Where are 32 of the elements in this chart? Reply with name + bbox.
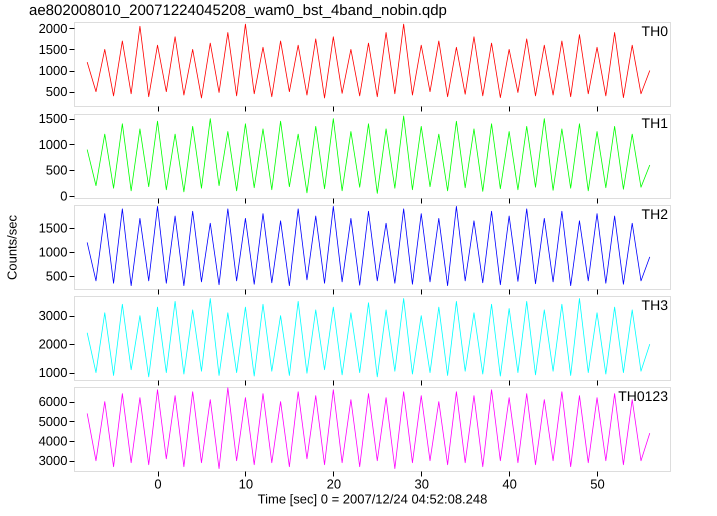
- series-label: TH1: [642, 115, 668, 131]
- x-tick-label: 20: [326, 476, 342, 492]
- y-tick-label: 500: [46, 84, 68, 100]
- y-tick-label: 1000: [38, 244, 68, 260]
- y-tick-label: 1500: [38, 42, 68, 57]
- x-tick-label: 0: [154, 476, 162, 492]
- series-label: TH3: [642, 297, 668, 313]
- y-tick-label: 0: [60, 188, 68, 204]
- x-tick-label: 50: [590, 476, 605, 492]
- y-tick-label: 2000: [38, 336, 68, 352]
- series-label: TH0123: [618, 388, 668, 404]
- y-tick-label: 5000: [38, 414, 68, 429]
- y-axis-title: Counts/sec: [4, 214, 20, 280]
- x-tick-label: 30: [414, 476, 429, 492]
- y-tick-label: 1500: [38, 111, 68, 126]
- chart-title: ae802008010_20071224045208_wam0_bst_4band_nobin.qdp: [29, 2, 447, 19]
- series-label: TH0: [642, 23, 668, 39]
- y-tick-label: 2000: [38, 20, 68, 36]
- y-tick-label: 1000: [38, 365, 68, 380]
- series-label: TH2: [642, 206, 668, 222]
- y-tick-label: 3000: [38, 453, 68, 468]
- y-tick-label: 6000: [38, 394, 68, 410]
- y-tick-label: 3000: [38, 308, 68, 324]
- y-tick-label: 1000: [38, 63, 68, 78]
- x-tick-label: 40: [502, 476, 517, 492]
- y-tick-label: 500: [46, 268, 68, 284]
- x-axis-title: Time [sec] 0 = 2007/12/24 04:52:08.248: [258, 492, 488, 506]
- y-tick-label: 500: [46, 162, 68, 178]
- y-tick-label: 1500: [38, 220, 68, 236]
- y-tick-label: 1000: [38, 136, 68, 152]
- x-tick-label: 10: [238, 476, 254, 492]
- y-tick-label: 4000: [38, 434, 68, 449]
